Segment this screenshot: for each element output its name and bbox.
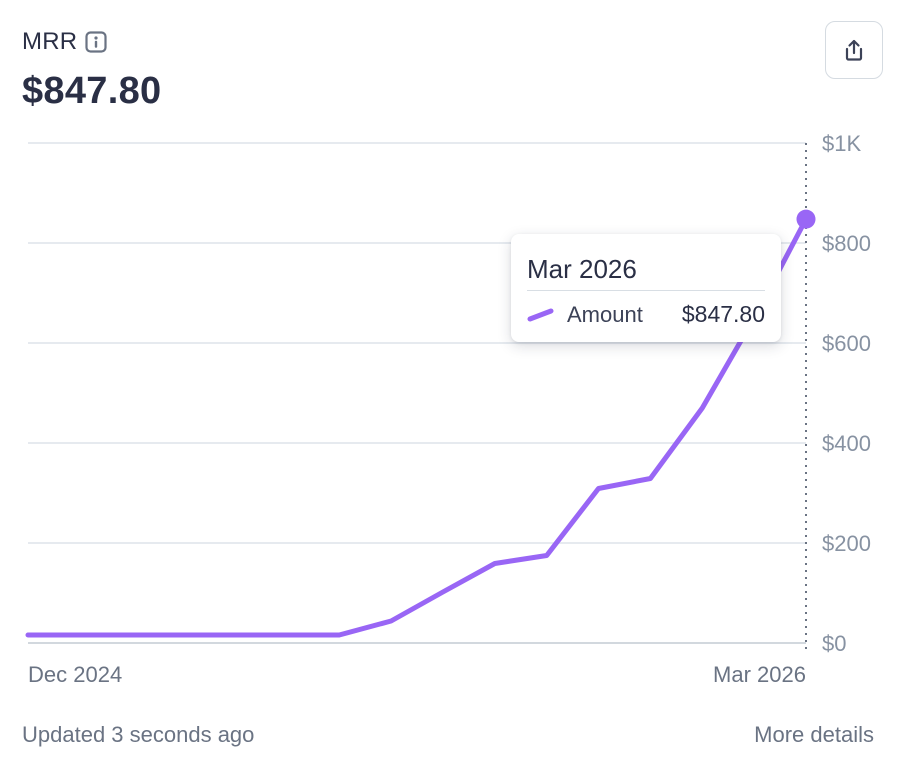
y-tick-label: $800 xyxy=(822,231,871,256)
tooltip-divider xyxy=(527,290,765,291)
y-tick-label: $1K xyxy=(822,131,861,156)
tooltip-title: Mar 2026 xyxy=(527,254,637,284)
updated-status: Updated 3 seconds ago xyxy=(22,722,255,747)
share-button[interactable] xyxy=(825,21,883,79)
more-details-link[interactable]: More details xyxy=(754,722,874,747)
y-axis-ticks: $0 $200 $400 $600 $800 $1K xyxy=(822,131,871,656)
x-axis-ticks: Dec 2024 Mar 2026 xyxy=(28,662,806,687)
y-tick-label: $400 xyxy=(822,431,871,456)
chart-tooltip: Mar 2026 Amount $847.80 xyxy=(511,234,781,342)
share-icon xyxy=(845,39,863,61)
grid-lines xyxy=(28,142,806,544)
series-swatch-icon xyxy=(527,308,554,322)
y-tick-label: $0 xyxy=(822,631,846,656)
x-tick-label: Dec 2024 xyxy=(28,662,122,687)
hover-point xyxy=(796,209,816,229)
tooltip-value: $847.80 xyxy=(681,301,765,327)
y-tick-label: $200 xyxy=(822,531,871,556)
series-line-amount xyxy=(25,216,809,638)
metric-title: MRR xyxy=(22,28,78,55)
x-tick-label: Mar 2026 xyxy=(713,662,806,687)
title-row: MRR xyxy=(22,28,107,56)
tooltip-series-label: Amount xyxy=(567,302,643,327)
info-icon[interactable] xyxy=(85,31,107,53)
metric-value: $847.80 xyxy=(22,70,162,112)
y-tick-label: $600 xyxy=(822,331,871,356)
